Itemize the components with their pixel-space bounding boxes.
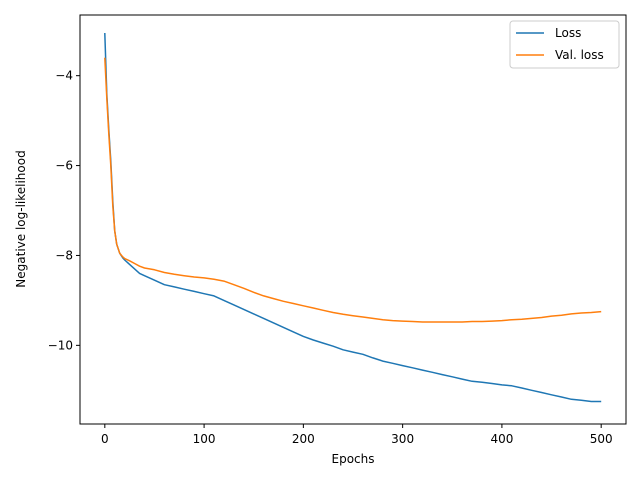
y-axis-ticks: −10 −8 −6 −4 (48, 69, 80, 352)
y-tick-label: −6 (55, 159, 73, 173)
y-tick-label: −8 (55, 248, 73, 262)
x-tick-label: 0 (101, 432, 109, 446)
legend-label-val-loss: Val. loss (555, 48, 604, 62)
plot-background (80, 15, 626, 424)
x-tick-label: 300 (391, 432, 414, 446)
plot-frame (79, 14, 627, 425)
x-axis-ticks: 0 100 200 300 400 500 (101, 424, 613, 446)
series-line-val-loss (104, 57, 602, 323)
x-tick-label: 500 (590, 432, 613, 446)
x-tick-label: 100 (193, 432, 216, 446)
y-tick-label: −10 (48, 338, 73, 352)
y-axis-title: Negative log-likelihood (14, 150, 28, 287)
series-layer (104, 32, 602, 403)
x-tick-label: 400 (490, 432, 513, 446)
x-axis-title: Epochs (332, 452, 375, 466)
x-tick-label: 200 (292, 432, 315, 446)
legend: Loss Val. loss (509, 20, 620, 69)
legend-label-loss: Loss (555, 26, 581, 40)
series-line-loss (104, 32, 602, 403)
y-tick-label: −4 (55, 69, 73, 83)
